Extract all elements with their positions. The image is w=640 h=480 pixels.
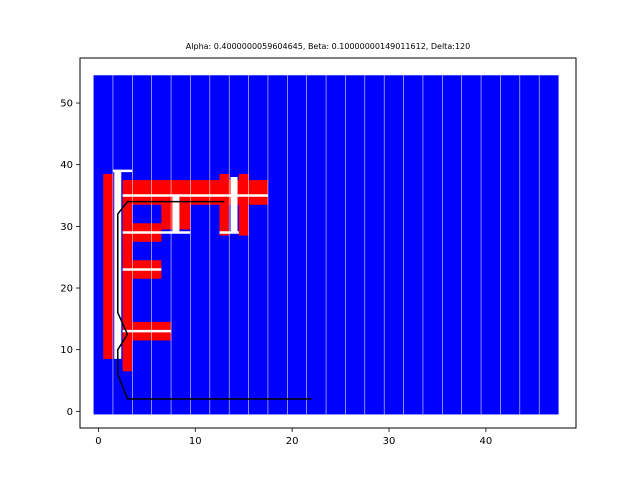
obstacle-block bbox=[103, 173, 113, 359]
obstacle-block bbox=[219, 173, 230, 236]
plot-area bbox=[93, 75, 559, 415]
x-tick-label: 20 bbox=[286, 436, 299, 447]
y-tick-label: 50 bbox=[60, 99, 73, 110]
chart-title: Alpha: 0.4000000059604645, Beta: 0.10000… bbox=[186, 42, 470, 51]
x-tick-label: 10 bbox=[189, 436, 202, 447]
x-tick-label: 0 bbox=[95, 436, 101, 447]
x-tick-label: 30 bbox=[383, 436, 396, 447]
y-axis: 0 10 20 30 40 50 bbox=[60, 99, 80, 418]
x-tick-label: 40 bbox=[480, 436, 493, 447]
x-axis: 0 10 20 30 40 bbox=[95, 428, 492, 447]
y-tick-label: 10 bbox=[60, 345, 73, 356]
column-separator-layer bbox=[112, 75, 540, 415]
axes-frame bbox=[79, 57, 577, 429]
y-tick-label: 20 bbox=[60, 284, 73, 295]
y-tick-label: 0 bbox=[67, 407, 73, 418]
y-tick-label: 40 bbox=[60, 160, 73, 171]
y-tick-label: 30 bbox=[60, 222, 73, 233]
path-line bbox=[117, 200, 312, 400]
obstacle-block bbox=[238, 173, 249, 236]
path-layer bbox=[117, 200, 312, 400]
